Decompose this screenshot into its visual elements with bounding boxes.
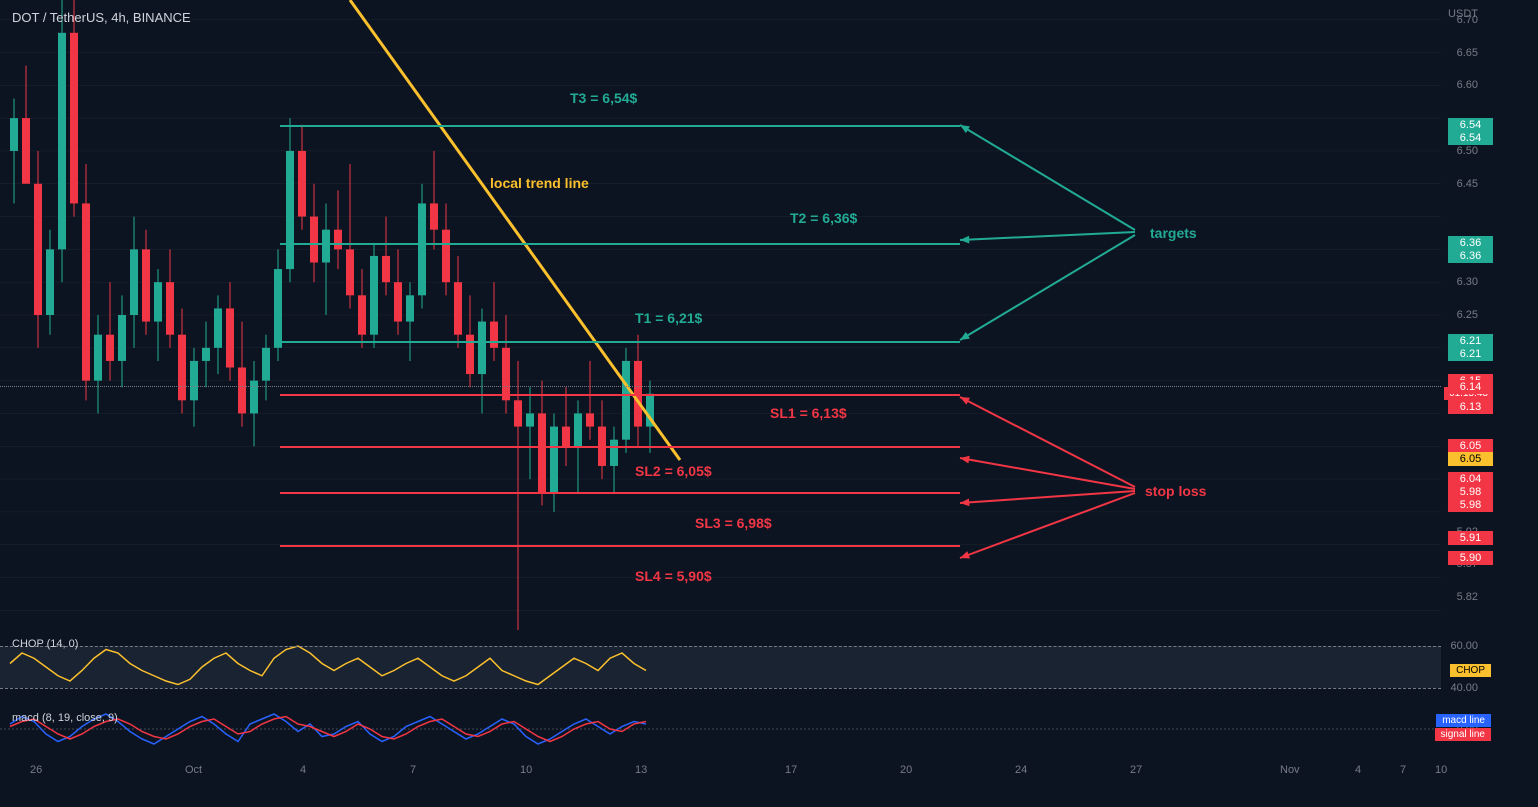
price-tag: 6.54: [1448, 131, 1493, 145]
chart-title: DOT / TetherUS, 4h, BINANCE: [12, 10, 191, 25]
y-tick: 6.60: [1457, 79, 1478, 91]
price-tag: 6.21: [1448, 347, 1493, 361]
annotation-text: T1 = 6,21$: [635, 310, 702, 326]
horizontal-line[interactable]: [280, 446, 960, 448]
horizontal-line[interactable]: [280, 394, 960, 396]
annotation-text: SL2 = 6,05$: [635, 463, 712, 479]
chop-canvas: [0, 632, 1441, 702]
horizontal-line[interactable]: [280, 243, 960, 245]
macd-label: macd (8, 19, close, 9): [12, 712, 118, 724]
annotation-text: T3 = 6,54$: [570, 90, 637, 106]
annotation-text: local trend line: [490, 175, 589, 191]
y-tick: 6.45: [1457, 178, 1478, 190]
y-tick: 6.65: [1457, 47, 1478, 59]
y-tick: 6.30: [1457, 276, 1478, 288]
price-tag: 6.36: [1448, 249, 1493, 263]
x-tick: Oct: [185, 764, 202, 776]
signal-line-badge: signal line: [1435, 728, 1491, 741]
chop-lower-label: 40.00: [1450, 682, 1478, 694]
price-tag: 6.04: [1448, 472, 1493, 486]
annotation-text: SL4 = 5,90$: [635, 568, 712, 584]
horizontal-line[interactable]: [280, 125, 960, 127]
x-tick: Nov: [1280, 764, 1300, 776]
price-tag: 6.54: [1448, 118, 1493, 132]
macd-line-badge: macd line: [1436, 714, 1491, 727]
x-tick: 17: [785, 764, 797, 776]
price-tag: 5.98: [1448, 485, 1493, 499]
y-tick: 6.25: [1457, 309, 1478, 321]
current-price-line: [0, 386, 1441, 387]
chop-indicator[interactable]: [0, 632, 1441, 702]
horizontal-line[interactable]: [280, 341, 960, 343]
x-tick: 7: [410, 764, 416, 776]
price-tag: 6.13: [1448, 400, 1493, 414]
annotation-text: stop loss: [1145, 483, 1206, 499]
time-axis[interactable]: 26Oct47101317202427Nov4710: [0, 756, 1441, 786]
annotation-text: SL3 = 6,98$: [695, 515, 772, 531]
price-tag: 6.36: [1448, 236, 1493, 250]
horizontal-line[interactable]: [280, 545, 960, 547]
chop-label: CHOP (14, 0): [12, 638, 78, 650]
price-tag: 6.14: [1448, 380, 1493, 394]
macd-indicator[interactable]: [0, 704, 1441, 754]
price-tag: 6.05: [1448, 439, 1493, 453]
annotation-text: targets: [1150, 225, 1197, 241]
macd-canvas: [0, 704, 1441, 754]
x-tick: 7: [1400, 764, 1406, 776]
x-tick: 27: [1130, 764, 1142, 776]
price-tag: 5.98: [1448, 498, 1493, 512]
x-tick: 4: [300, 764, 306, 776]
annotation-text: T2 = 6,36$: [790, 210, 857, 226]
x-tick: 20: [900, 764, 912, 776]
price-axis[interactable]: USDT 6.706.656.606.506.456.306.255.925.8…: [1441, 0, 1538, 630]
y-tick: 6.50: [1457, 145, 1478, 157]
chop-upper-line: [0, 646, 1441, 647]
price-tag: 6.05: [1448, 452, 1493, 466]
x-tick: 10: [520, 764, 532, 776]
y-tick: 5.82: [1457, 591, 1478, 603]
x-tick: 10: [1435, 764, 1447, 776]
chop-lower-line: [0, 688, 1441, 689]
horizontal-line[interactable]: [280, 492, 960, 494]
x-tick: 4: [1355, 764, 1361, 776]
annotation-text: SL1 = 6,13$: [770, 405, 847, 421]
chart-canvas[interactable]: [0, 0, 1441, 630]
price-tag: 6.21: [1448, 334, 1493, 348]
x-tick: 26: [30, 764, 42, 776]
y-tick: 6.70: [1457, 14, 1478, 26]
price-tag: 5.91: [1448, 531, 1493, 545]
chop-badge: CHOP: [1450, 664, 1491, 677]
x-tick: 13: [635, 764, 647, 776]
chop-upper-label: 60.00: [1450, 640, 1478, 652]
main-chart[interactable]: DOT / TetherUS, 4h, BINANCE: [0, 0, 1441, 630]
price-tag: 5.90: [1448, 551, 1493, 565]
x-tick: 24: [1015, 764, 1027, 776]
